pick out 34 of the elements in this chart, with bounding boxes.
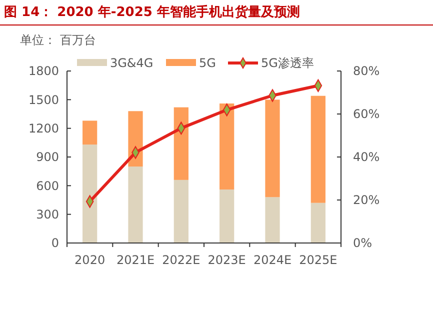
bar (174, 180, 188, 243)
bar (220, 189, 234, 243)
legend-label: 3G&4G (110, 56, 154, 70)
bar (310, 202, 326, 243)
y-tick-label: 1500 (28, 92, 59, 107)
x-tick-label: 2023E (208, 253, 246, 267)
legend-label: 5G (199, 56, 216, 70)
x-tick-label: 2025E (299, 253, 338, 267)
y2-tick-label: 0% (353, 236, 372, 250)
bar (174, 107, 188, 180)
y-tick-label: 600 (36, 178, 59, 193)
bar (220, 103, 234, 190)
y-tick-label: 900 (36, 150, 59, 164)
chart-subtitle: 单位： 百万台 (20, 33, 96, 47)
x-tick-label: 2024E (253, 253, 292, 267)
bar (310, 96, 326, 203)
y-tick-label: 0 (51, 236, 59, 250)
y2-tick-label: 20% (353, 193, 380, 208)
legend-label: 5G渗透率 (261, 56, 314, 70)
x-tick-label: 2020 (74, 253, 106, 267)
bar (82, 144, 98, 243)
y2-tick-label: 60% (353, 107, 380, 122)
x-tick-label: 2022E (162, 253, 200, 267)
chart-title: 图 14： 2020 年-2025 年智能手机出货量及预测 (4, 4, 300, 20)
bar (128, 166, 143, 243)
y-tick-label: 1200 (28, 122, 59, 136)
y-tick-label: 300 (36, 208, 59, 222)
bar (82, 120, 98, 145)
y-tick-label: 1800 (28, 64, 59, 78)
y2-tick-label: 80% (353, 64, 380, 78)
x-tick-label: 2021E (116, 253, 155, 267)
y2-tick-label: 40% (353, 150, 380, 164)
bar (265, 100, 280, 198)
bar (265, 197, 280, 243)
